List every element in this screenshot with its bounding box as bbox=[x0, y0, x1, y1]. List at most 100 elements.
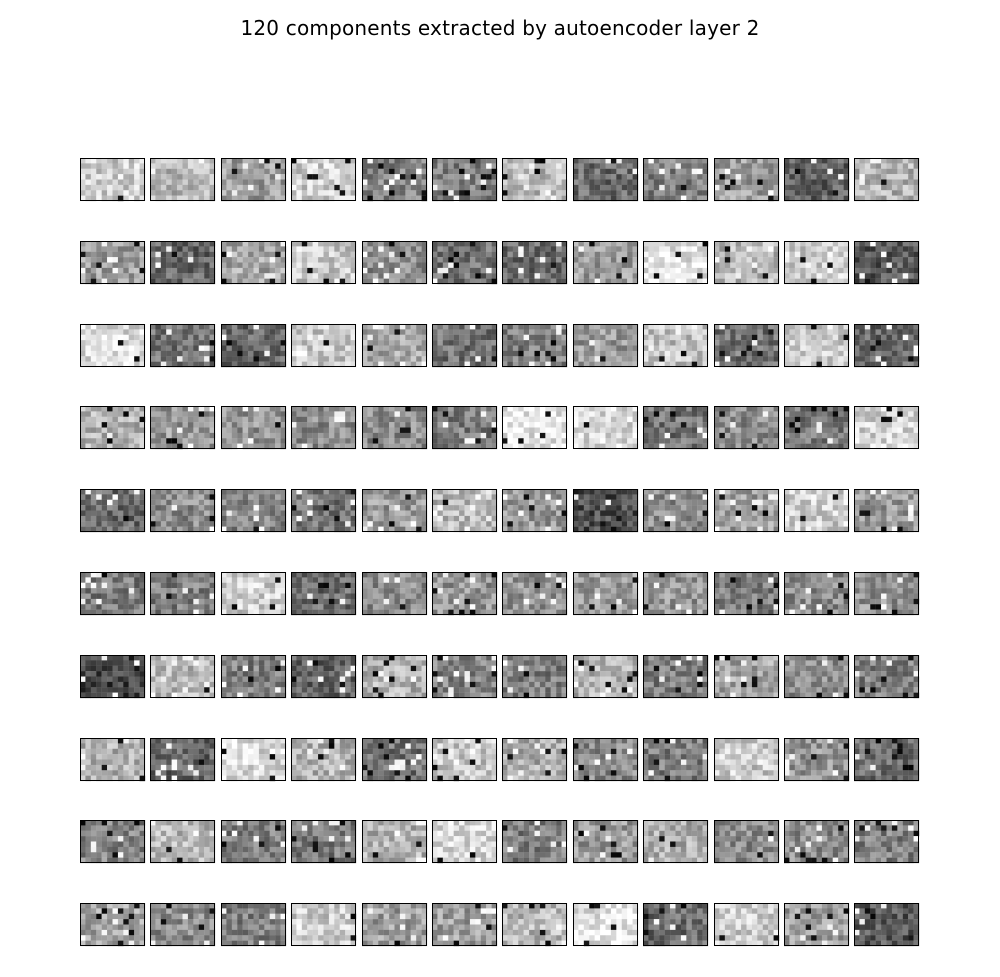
component-tile-44 bbox=[573, 406, 639, 450]
component-tile-24 bbox=[854, 241, 920, 285]
component-tile-31 bbox=[502, 324, 568, 368]
component-tile-67 bbox=[502, 572, 568, 616]
component-tile-113 bbox=[362, 903, 428, 947]
component-tile-78 bbox=[432, 655, 498, 699]
component-tile-59 bbox=[784, 489, 850, 533]
component-tile-81 bbox=[643, 655, 709, 699]
component-tile-85 bbox=[80, 738, 146, 782]
component-tile-101 bbox=[362, 820, 428, 864]
component-tile-52 bbox=[291, 489, 357, 533]
component-tile-4 bbox=[291, 158, 357, 202]
component-tile-70 bbox=[714, 572, 780, 616]
component-tile-66 bbox=[432, 572, 498, 616]
component-tile-5 bbox=[362, 158, 428, 202]
component-tile-77 bbox=[362, 655, 428, 699]
component-tile-94 bbox=[714, 738, 780, 782]
component-tile-14 bbox=[150, 241, 216, 285]
component-tile-119 bbox=[784, 903, 850, 947]
component-tile-26 bbox=[150, 324, 216, 368]
component-tile-87 bbox=[221, 738, 287, 782]
component-tile-53 bbox=[362, 489, 428, 533]
component-tile-40 bbox=[291, 406, 357, 450]
component-tile-36 bbox=[854, 324, 920, 368]
component-tile-16 bbox=[291, 241, 357, 285]
component-tile-68 bbox=[573, 572, 639, 616]
component-tile-54 bbox=[432, 489, 498, 533]
component-tile-106 bbox=[714, 820, 780, 864]
component-tile-89 bbox=[362, 738, 428, 782]
component-tile-13 bbox=[80, 241, 146, 285]
component-tile-108 bbox=[854, 820, 920, 864]
component-tile-99 bbox=[221, 820, 287, 864]
component-tile-38 bbox=[150, 406, 216, 450]
component-tile-60 bbox=[854, 489, 920, 533]
component-tile-80 bbox=[573, 655, 639, 699]
component-tile-17 bbox=[362, 241, 428, 285]
component-tile-18 bbox=[432, 241, 498, 285]
component-tile-46 bbox=[714, 406, 780, 450]
component-tile-33 bbox=[643, 324, 709, 368]
component-tile-58 bbox=[714, 489, 780, 533]
component-tile-25 bbox=[80, 324, 146, 368]
component-tile-105 bbox=[643, 820, 709, 864]
component-tile-112 bbox=[291, 903, 357, 947]
component-tile-42 bbox=[432, 406, 498, 450]
component-tile-107 bbox=[784, 820, 850, 864]
component-tile-43 bbox=[502, 406, 568, 450]
component-tile-73 bbox=[80, 655, 146, 699]
component-tile-69 bbox=[643, 572, 709, 616]
component-tile-90 bbox=[432, 738, 498, 782]
component-tile-72 bbox=[854, 572, 920, 616]
component-tile-48 bbox=[854, 406, 920, 450]
component-tile-111 bbox=[221, 903, 287, 947]
component-tile-2 bbox=[150, 158, 216, 202]
component-tile-37 bbox=[80, 406, 146, 450]
component-tile-7 bbox=[502, 158, 568, 202]
component-tile-30 bbox=[432, 324, 498, 368]
component-tile-12 bbox=[854, 158, 920, 202]
component-tile-102 bbox=[432, 820, 498, 864]
component-tile-34 bbox=[714, 324, 780, 368]
component-tile-1 bbox=[80, 158, 146, 202]
component-tile-27 bbox=[221, 324, 287, 368]
component-tile-109 bbox=[80, 903, 146, 947]
component-tile-79 bbox=[502, 655, 568, 699]
component-tile-116 bbox=[573, 903, 639, 947]
component-tile-93 bbox=[643, 738, 709, 782]
component-tile-19 bbox=[502, 241, 568, 285]
component-tile-63 bbox=[221, 572, 287, 616]
figure-title: 120 components extracted by autoencoder … bbox=[240, 16, 760, 40]
component-tile-120 bbox=[854, 903, 920, 947]
component-tile-96 bbox=[854, 738, 920, 782]
component-tile-84 bbox=[854, 655, 920, 699]
component-tile-57 bbox=[643, 489, 709, 533]
component-tile-65 bbox=[362, 572, 428, 616]
component-tile-11 bbox=[784, 158, 850, 202]
component-tile-50 bbox=[150, 489, 216, 533]
component-tile-103 bbox=[502, 820, 568, 864]
component-tile-22 bbox=[714, 241, 780, 285]
component-tile-71 bbox=[784, 572, 850, 616]
component-tile-75 bbox=[221, 655, 287, 699]
component-tile-83 bbox=[784, 655, 850, 699]
component-tile-35 bbox=[784, 324, 850, 368]
component-tile-9 bbox=[643, 158, 709, 202]
component-tile-118 bbox=[714, 903, 780, 947]
component-tile-55 bbox=[502, 489, 568, 533]
component-tile-104 bbox=[573, 820, 639, 864]
component-tile-45 bbox=[643, 406, 709, 450]
component-tile-62 bbox=[150, 572, 216, 616]
component-tile-88 bbox=[291, 738, 357, 782]
component-tile-82 bbox=[714, 655, 780, 699]
component-tile-10 bbox=[714, 158, 780, 202]
component-tile-8 bbox=[573, 158, 639, 202]
component-tile-114 bbox=[432, 903, 498, 947]
component-tile-29 bbox=[362, 324, 428, 368]
component-tile-61 bbox=[80, 572, 146, 616]
component-tile-21 bbox=[643, 241, 709, 285]
component-tile-23 bbox=[784, 241, 850, 285]
component-tile-41 bbox=[362, 406, 428, 450]
component-tile-91 bbox=[502, 738, 568, 782]
component-tile-49 bbox=[80, 489, 146, 533]
